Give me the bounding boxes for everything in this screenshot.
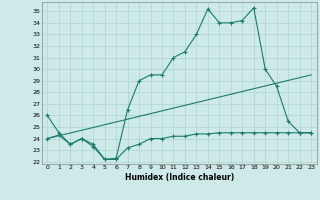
X-axis label: Humidex (Indice chaleur): Humidex (Indice chaleur)	[124, 173, 234, 182]
